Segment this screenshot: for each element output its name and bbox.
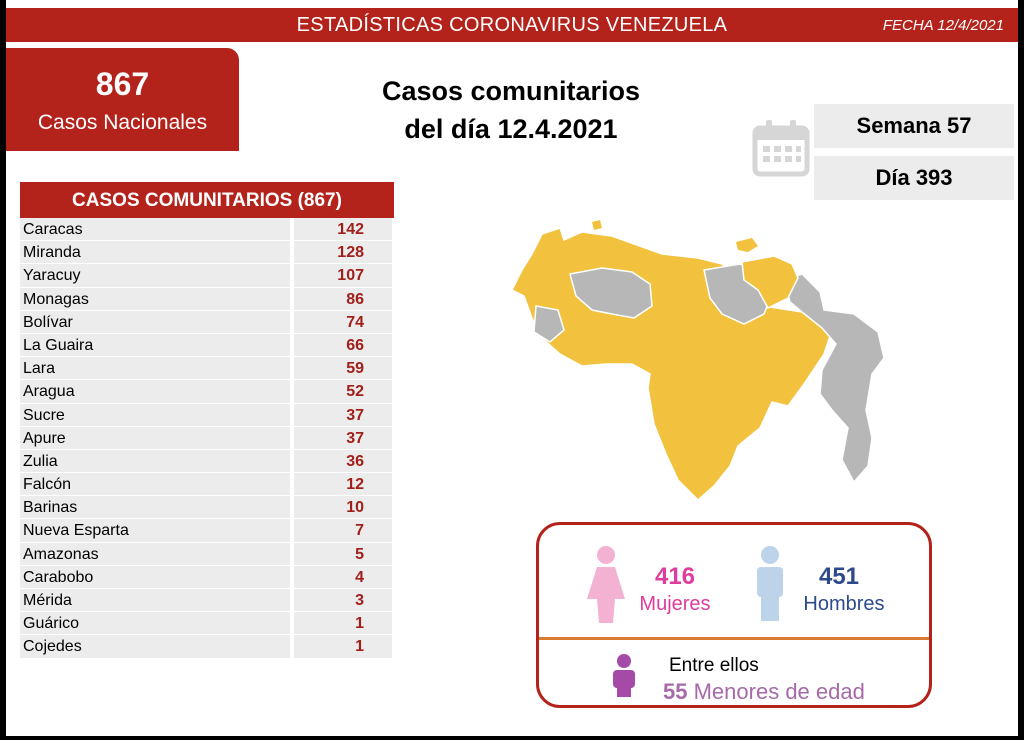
men-count: 451 (818, 563, 860, 590)
state-value: 37 (294, 403, 392, 427)
infographic: ESTADÍSTICAS CORONAVIRUS VENEZUELA FECHA… (6, 0, 1018, 736)
woman-icon (587, 546, 625, 623)
state-name: Lara (20, 357, 290, 381)
national-count: 867 (95, 66, 150, 102)
map-island (736, 238, 758, 252)
state-name: Zulia (20, 449, 290, 474)
state-value: 37 (294, 426, 392, 450)
table-header: CASOS COMUNITARIOS (867) (20, 182, 394, 218)
state-name: Guárico (20, 612, 290, 636)
table-row: Apure 37 (20, 426, 394, 450)
state-value: 10 (294, 496, 392, 520)
table-row: Monagas 86 (20, 287, 394, 311)
table-row: Nueva Esparta 7 (20, 519, 394, 543)
week-box: Semana 57 (814, 104, 1014, 148)
women-count: 416 (654, 563, 696, 590)
table-row: Sucre 37 (20, 403, 394, 427)
table-row: Aragua 52 (20, 380, 394, 404)
minors-text: 55 Menores de edad (663, 679, 865, 705)
state-value: 142 (294, 218, 392, 242)
men-label: Hombres (803, 593, 885, 615)
state-name: Nueva Esparta (20, 519, 290, 543)
map-island-small (592, 220, 602, 230)
national-cases-box: 867 Casos Nacionales (6, 48, 239, 151)
headline: Casos comunitarios del día 12.4.2021 (346, 72, 676, 148)
state-name: Amazonas (20, 542, 290, 566)
state-value: 4 (294, 565, 392, 589)
map-region-gray-east (783, 273, 885, 484)
gender-box: 416 Mujeres 451 Hombres Entre ellos 55 M… (536, 522, 932, 708)
table-row: Cojedes 1 (20, 635, 394, 659)
header-bar: ESTADÍSTICAS CORONAVIRUS VENEZUELA FECHA… (6, 8, 1018, 42)
minors-label: Menores de edad (693, 679, 865, 704)
state-value: 1 (294, 612, 392, 636)
state-name: Bolívar (20, 310, 290, 334)
state-value: 36 (294, 449, 392, 474)
among-label: Entre ellos (669, 655, 759, 676)
man-icon (757, 546, 783, 621)
state-value: 74 (294, 310, 392, 334)
state-value: 12 (294, 473, 392, 497)
state-value: 3 (294, 589, 392, 613)
state-name: Aragua (20, 380, 290, 404)
table-row: Caracas 142 (20, 218, 394, 242)
table-row: Miranda 128 (20, 241, 394, 265)
minors-count: 55 (663, 679, 688, 704)
state-name: La Guaira (20, 333, 290, 358)
state-name: Caracas (20, 218, 290, 242)
state-value: 66 (294, 333, 392, 358)
state-value: 128 (294, 241, 392, 265)
table-row: Barinas 10 (20, 496, 394, 520)
state-name: Barinas (20, 496, 290, 520)
state-value: 86 (294, 287, 392, 311)
table-row: Zulia 36 (20, 449, 394, 474)
state-value: 5 (294, 542, 392, 566)
state-name: Miranda (20, 241, 290, 265)
table-row: Amazonas 5 (20, 542, 394, 566)
headline-line1: Casos comunitarios (381, 76, 641, 106)
table-row: Carabobo 4 (20, 565, 394, 589)
state-name: Mérida (20, 589, 290, 613)
table-row: Bolívar 74 (20, 310, 394, 334)
calendar-icon (752, 120, 810, 177)
table-body: Caracas 142 Miranda 128 Yaracuy 107 Monagas 86 B… (20, 218, 394, 659)
header-date: FECHA 12/4/2021 (882, 17, 1004, 34)
women-label: Mujeres (639, 593, 711, 615)
table-row: Guárico 1 (20, 612, 394, 636)
state-name: Monagas (20, 287, 290, 311)
map-region-yellow-northeast (741, 255, 799, 309)
state-name: Sucre (20, 403, 290, 427)
map-region-gray-center (569, 267, 653, 319)
state-value: 7 (294, 519, 392, 543)
table-row: Yaracuy 107 (20, 264, 394, 288)
table-row: Falcón 12 (20, 473, 394, 497)
state-value: 59 (294, 357, 392, 381)
state-name: Apure (20, 426, 290, 450)
headline-line2: del día 12.4.2021 (404, 114, 618, 144)
day-box: Día 393 (814, 156, 1014, 200)
state-name: Yaracuy (20, 264, 290, 288)
state-name: Carabobo (20, 565, 290, 589)
header-title: ESTADÍSTICAS CORONAVIRUS VENEZUELA (296, 14, 728, 36)
state-name: Cojedes (20, 635, 290, 659)
table-row: Mérida 3 (20, 589, 394, 613)
venezuela-map (510, 220, 885, 502)
state-value: 52 (294, 380, 392, 404)
map-region-gray-west (533, 305, 565, 343)
state-value: 1 (294, 635, 392, 659)
divider (539, 637, 929, 640)
table-row: La Guaira 66 (20, 333, 394, 358)
table-row: Lara 59 (20, 357, 394, 381)
child-icon (613, 654, 635, 697)
national-label: Casos Nacionales (37, 111, 208, 134)
state-value: 107 (294, 264, 392, 288)
cases-table: CASOS COMUNITARIOS (867) Caracas 142 Miran… (20, 182, 394, 659)
state-name: Falcón (20, 473, 290, 497)
